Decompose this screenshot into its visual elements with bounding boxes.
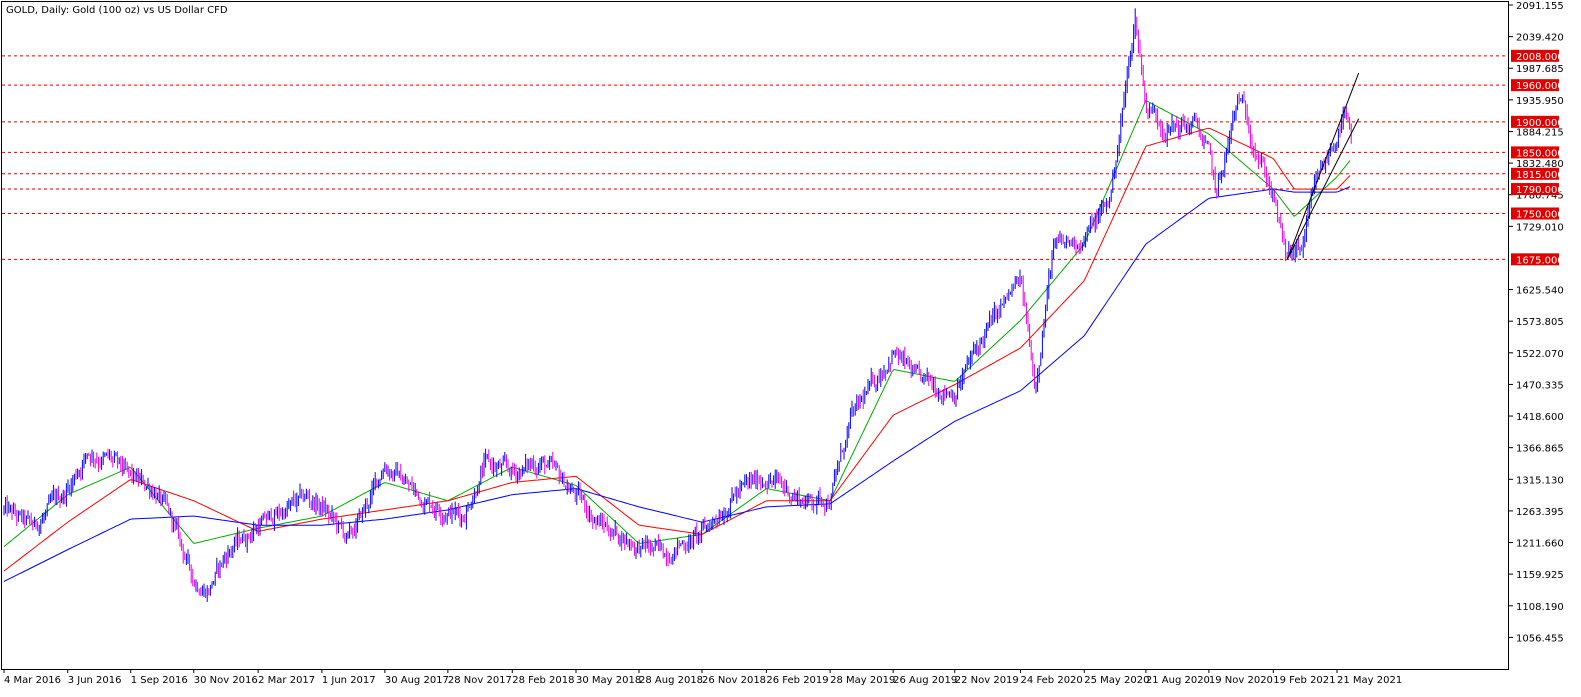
x-tick-label: 28 Feb 2018: [512, 675, 574, 686]
x-tick-label: 26 Feb 2019: [766, 675, 828, 686]
trendline-1[interactable]: [1286, 118, 1360, 260]
x-tick-label: 19 Nov 2020: [1209, 675, 1273, 686]
y-tick-label: 1159.925: [1516, 570, 1564, 581]
y-tick-label: 1263.395: [1516, 507, 1564, 518]
y-tick-label: 1987.685: [1516, 64, 1564, 75]
price-axis: 2091.155 2039.420 1987.685 1935.950 1884.215…: [1509, 1, 1564, 644]
time-axis: 4 Mar 2016 3 Jun 2016 1 Sep 2016 30 Nov 201…: [3, 669, 1402, 686]
x-tick-label: 2 Mar 2017: [258, 675, 315, 686]
plot-frame: [1, 1, 1509, 670]
level-badge-label: 2008.000: [1516, 52, 1564, 63]
moving-average-1: [3, 127, 1351, 572]
level-badge: [1511, 49, 1559, 62]
y-tick-label: 1211.660: [1516, 539, 1564, 550]
x-tick-label: 25 May 2020: [1084, 675, 1149, 686]
y-tick-label: 1418.600: [1516, 412, 1564, 423]
trendline-0[interactable]: [1286, 72, 1360, 260]
x-tick-label: 30 Aug 2017: [385, 675, 449, 686]
y-tick-label: 1884.215: [1516, 127, 1564, 138]
moving-averages: [3, 99, 1351, 582]
y-tick-label: 1522.070: [1516, 349, 1564, 360]
x-tick-label: 1 Sep 2016: [131, 675, 188, 686]
x-tick-label: 22 Nov 2019: [955, 675, 1019, 686]
y-tick-label: 1780.745: [1516, 191, 1564, 202]
x-tick-label: 4 Mar 2016: [4, 675, 61, 686]
x-tick-label: 21 May 2021: [1337, 675, 1402, 686]
y-tick-label: 1729.010: [1516, 222, 1564, 233]
x-tick-label: 30 May 2018: [576, 675, 641, 686]
y-tick-label: 1625.540: [1516, 286, 1564, 297]
level-badge: [1511, 146, 1559, 159]
level-badge: [1511, 207, 1559, 220]
y-tick-label: 1056.455: [1516, 633, 1564, 644]
y-tick-label: 1315.130: [1516, 475, 1564, 486]
x-tick-label: 30 Nov 2016: [194, 675, 258, 686]
y-tick-label: 1366.865: [1516, 444, 1564, 455]
x-tick-label: 26 Aug 2019: [893, 675, 957, 686]
trendlines[interactable]: [1286, 72, 1360, 260]
y-tick-label: 1470.335: [1516, 380, 1564, 391]
y-tick-label: 1108.190: [1516, 602, 1564, 613]
level-badge-label: 1960.000: [1516, 81, 1564, 92]
x-tick-label: 28 May 2019: [830, 675, 895, 686]
y-tick-label: 2039.420: [1516, 33, 1564, 44]
y-tick-label: 1832.480: [1516, 159, 1564, 170]
level-badge-label: 1850.000: [1516, 148, 1564, 159]
moving-average-0: [3, 99, 1351, 547]
level-badge: [1511, 183, 1559, 196]
x-tick-label: 3 Jun 2016: [68, 675, 122, 686]
x-tick-label: 1 Jun 2017: [322, 675, 376, 686]
level-badge: [1511, 253, 1559, 266]
level-badge-label: 1900.000: [1516, 118, 1564, 129]
y-tick-label: 1935.950: [1516, 96, 1564, 107]
x-tick-label: 26 Nov 2018: [702, 675, 766, 686]
horizontal-levels[interactable]: [2, 55, 1508, 260]
level-badge-label: 1790.000: [1516, 185, 1564, 196]
y-tick-label: 1573.805: [1516, 317, 1564, 328]
level-badge: [1511, 115, 1559, 128]
price-series: [3, 8, 1352, 602]
y-tick-label: 2091.155: [1516, 1, 1564, 12]
x-tick-label: 19 Feb 2021: [1273, 675, 1335, 686]
x-tick-label: 24 Feb 2020: [1021, 675, 1083, 686]
level-badge-label: 1815.000: [1516, 170, 1564, 181]
chart-title: GOLD, Daily: Gold (100 oz) vs US Dollar …: [6, 5, 228, 16]
x-tick-label: 21 Aug 2020: [1146, 675, 1210, 686]
level-badge-label: 1750.000: [1516, 210, 1564, 221]
level-badge: [1511, 167, 1559, 180]
x-tick-label: 28 Nov 2017: [448, 675, 512, 686]
moving-average-2: [3, 186, 1351, 582]
level-price-labels: 2008.000 1960.000 1900.000 1850.000 1815.000…: [1511, 49, 1564, 266]
level-badge-label: 1675.000: [1516, 255, 1564, 266]
level-badge: [1511, 79, 1559, 92]
x-tick-label: 28 Aug 2018: [639, 675, 703, 686]
